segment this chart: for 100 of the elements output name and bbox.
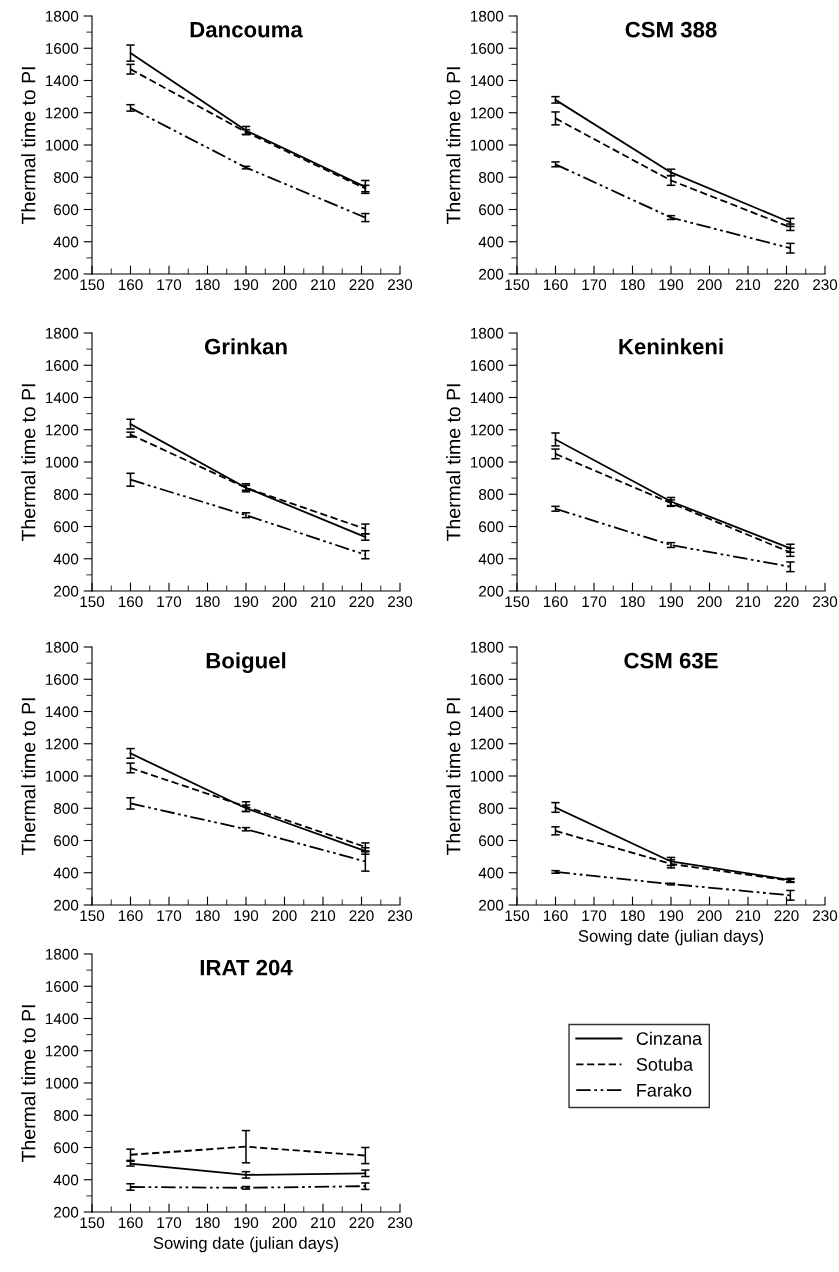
x-tick-label: 190 [234, 1217, 259, 1229]
y-tick-label: 400 [478, 236, 504, 248]
x-tick-label: 180 [195, 279, 220, 291]
x-tick-label: 190 [234, 910, 259, 922]
x-tick-label: 150 [505, 596, 530, 608]
x-axis-title: Sowing date (julian days) [153, 1236, 339, 1253]
y-tick-label: 1800 [470, 10, 504, 22]
chart-title: Grinkan [204, 338, 287, 355]
x-tick-label: 200 [272, 596, 297, 608]
x-tick-label: 180 [620, 596, 645, 608]
y-tick-label: 200 [479, 899, 504, 911]
x-tick-label: 190 [234, 279, 259, 291]
x-tick-label: 160 [118, 910, 143, 922]
y-tick-label: 600 [54, 1142, 79, 1154]
y-axis-title: Thermal time to PI [21, 384, 36, 541]
chart-title: Boiguel [206, 652, 286, 673]
x-tick-label: 220 [349, 1217, 374, 1229]
y-tick-label: 1200 [45, 424, 79, 436]
y-tick-label: 600 [479, 835, 504, 847]
y-tick-label: 1000 [470, 139, 504, 151]
y-tick-label: 1200 [470, 424, 504, 436]
x-tick-label: 160 [118, 279, 143, 291]
y-tick-label: 1800 [45, 327, 79, 339]
y-tick-label: 1800 [470, 327, 504, 339]
chart-title: CSM 63E [624, 652, 718, 669]
x-tick-label: 170 [157, 910, 182, 922]
y-tick-label: 1000 [45, 456, 79, 468]
x-tick-label: 230 [813, 596, 838, 608]
x-tick-label: 190 [659, 910, 684, 922]
y-tick-label: 600 [54, 835, 79, 847]
y-tick-label: 800 [53, 489, 79, 500]
chart-title: Dancouma [190, 21, 303, 38]
x-tick-label: 210 [311, 596, 336, 608]
y-tick-label: 1000 [470, 770, 504, 782]
x-tick-label: 200 [272, 910, 297, 922]
y-tick-label: 1800 [45, 641, 79, 653]
y-tick-label: 1400 [45, 75, 79, 87]
x-axis-title: Sowing date (julian days) [578, 929, 764, 946]
y-tick-label: 1400 [470, 75, 504, 87]
x-tick-label: 150 [80, 1217, 105, 1229]
x-tick-label: 150 [505, 279, 530, 291]
y-tick-label: 400 [53, 236, 79, 248]
y-axis-title: Thermal time to PI [21, 67, 36, 224]
chart-title: IRAT 204 [200, 959, 293, 976]
x-tick-label: 220 [349, 910, 374, 922]
x-tick-label: 150 [80, 279, 105, 291]
y-tick-label: 200 [54, 268, 79, 280]
x-tick-label: 180 [620, 279, 645, 291]
x-tick-label: 190 [234, 596, 259, 608]
y-axis-title: Thermal time to PI [21, 698, 36, 855]
chart-title: CSM 388 [625, 21, 717, 38]
y-tick-label: 200 [479, 268, 504, 280]
y-tick-label: 800 [53, 1110, 79, 1121]
y-tick-label: 1200 [470, 738, 504, 750]
x-tick-label: 220 [349, 279, 374, 291]
x-tick-label: 210 [736, 279, 761, 291]
x-tick-label: 150 [80, 910, 105, 922]
x-tick-label: 170 [582, 279, 607, 291]
x-tick-label: 220 [349, 596, 374, 608]
y-tick-label: 600 [479, 204, 504, 216]
x-tick-label: 220 [774, 596, 799, 608]
y-tick-label: 400 [478, 553, 504, 565]
x-tick-label: 200 [272, 279, 297, 291]
y-tick-label: 200 [54, 1206, 79, 1218]
y-tick-label: 800 [478, 172, 504, 183]
y-tick-label: 1000 [45, 139, 79, 151]
x-tick-label: 160 [543, 279, 568, 291]
y-tick-label: 1600 [470, 674, 504, 685]
x-tick-label: 210 [311, 1217, 336, 1229]
y-tick-label: 1200 [45, 107, 79, 119]
x-tick-label: 160 [543, 596, 568, 608]
y-tick-label: 1400 [470, 706, 504, 718]
y-tick-label: 1600 [45, 43, 79, 54]
y-tick-label: 400 [53, 1174, 79, 1186]
x-tick-label: 230 [388, 279, 413, 291]
y-tick-label: 1200 [45, 738, 79, 750]
legend-label: Farako [637, 1083, 692, 1097]
y-tick-label: 400 [53, 867, 79, 879]
x-tick-label: 170 [582, 596, 607, 608]
legend-label: Sotuba [636, 1057, 694, 1071]
x-tick-label: 180 [195, 1217, 220, 1229]
x-tick-label: 230 [388, 1217, 413, 1229]
x-tick-label: 230 [813, 279, 838, 291]
chart-title: Keninkeni [619, 338, 723, 355]
x-tick-label: 230 [388, 596, 413, 608]
x-tick-label: 200 [697, 910, 722, 922]
y-tick-label: 200 [54, 899, 79, 911]
y-tick-label: 800 [478, 803, 504, 814]
y-axis-title: Thermal time to PI [446, 698, 461, 855]
x-tick-label: 220 [774, 910, 799, 922]
y-tick-label: 1800 [470, 641, 504, 653]
y-tick-label: 1400 [45, 392, 79, 404]
y-tick-label: 600 [54, 521, 79, 533]
x-tick-label: 200 [697, 596, 722, 608]
x-tick-label: 190 [659, 596, 684, 608]
y-tick-label: 1400 [45, 706, 79, 718]
y-tick-label: 600 [479, 521, 504, 533]
y-axis-title: Thermal time to PI [446, 384, 461, 541]
y-tick-label: 1600 [45, 674, 79, 685]
x-tick-label: 210 [736, 596, 761, 608]
